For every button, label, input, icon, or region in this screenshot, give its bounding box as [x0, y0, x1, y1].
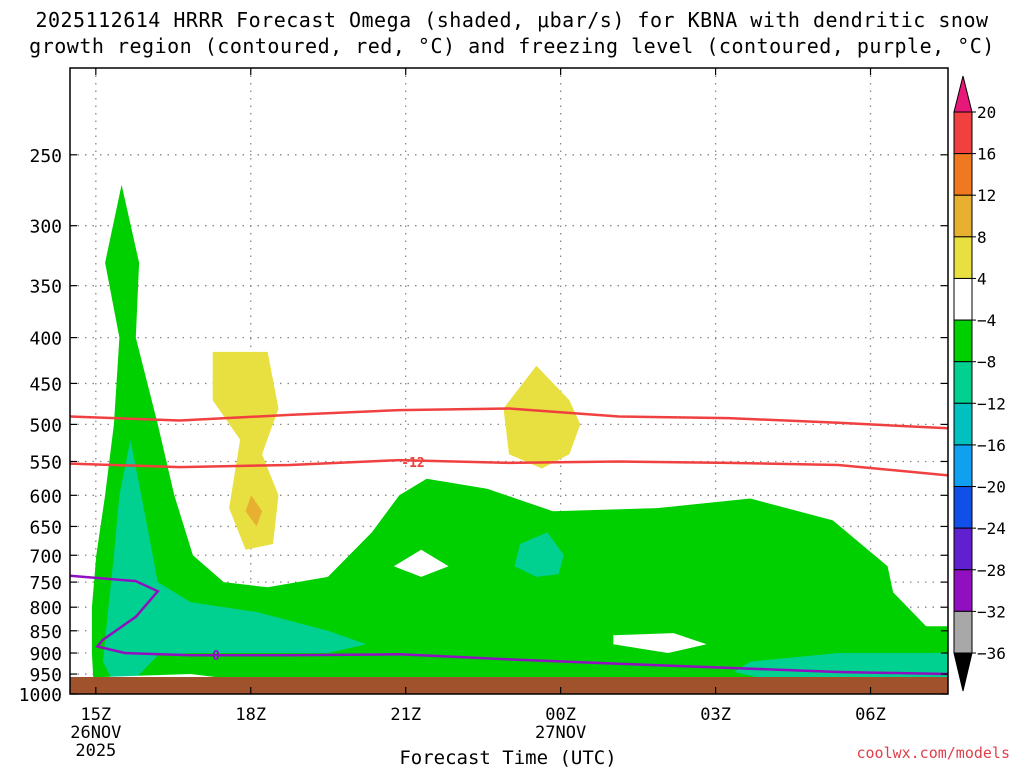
x-tick-label: 06Z: [855, 705, 886, 725]
colorbar-label: 12: [977, 186, 996, 205]
omega-region-positive: [245, 495, 263, 527]
x-tick-label: 21Z: [390, 705, 421, 725]
x-tick-label: 00Z: [545, 705, 576, 725]
y-tick-label: 550: [29, 452, 62, 473]
omega-region-positive: [212, 351, 279, 550]
x-tick-label: 15Z: [80, 705, 111, 725]
x-tick-sublabel: 2025: [75, 741, 116, 761]
colorbar-label: −4: [977, 311, 996, 330]
contour-label-minus12: -12: [401, 456, 424, 471]
colorbar-swatch: [953, 319, 973, 363]
chart-title-line-2: growth region (contoured, red, °C) and f…: [29, 34, 995, 58]
colorbar-swatch: [953, 610, 973, 654]
colorbar-label: −12: [977, 394, 1006, 413]
temperature-contour: [70, 407, 948, 430]
omega-region-neg4-neg8: [91, 184, 948, 694]
y-tick-label: 800: [29, 598, 62, 619]
colorbar-swatch: [953, 361, 973, 404]
y-tick-label: 850: [29, 622, 62, 643]
freezing-level-contour: [70, 574, 948, 676]
x-axis-label: Forecast Time (UTC): [399, 747, 616, 768]
colorbar-label: 16: [977, 145, 996, 164]
colorbar-label: −36: [977, 644, 1006, 663]
y-tick-label: 400: [29, 329, 62, 350]
ground-fill: [70, 677, 948, 694]
x-tick-label: 18Z: [235, 705, 266, 725]
x-tick-sublabel: 27NOV: [535, 723, 586, 743]
colorbar-swatch: [953, 444, 973, 488]
y-tick-label: 1000: [19, 685, 62, 706]
colorbar-label: −16: [977, 436, 1006, 455]
x-tick-sublabel: 26NOV: [70, 723, 121, 743]
colorbar-swatch: [953, 111, 973, 155]
colorbar-swatch: [953, 527, 973, 571]
colorbar-swatch: [953, 569, 973, 612]
colorbar-swatch: [953, 402, 973, 446]
colorbar-label: −8: [977, 353, 996, 372]
omega-region-positive: [503, 365, 581, 469]
chart-title-line-1: 2025112614 HRRR Forecast Omega (shaded, …: [35, 8, 989, 32]
colorbar-swatch: [953, 236, 973, 279]
colorbar-top-arrow: [953, 75, 973, 113]
colorbar-label: 8: [977, 228, 987, 247]
colorbar-label: −24: [977, 519, 1006, 538]
credit-text: coolwx.com/models: [856, 744, 1010, 762]
y-tick-label: 300: [29, 217, 62, 238]
y-tick-label: 650: [29, 517, 62, 538]
colorbar-label: −28: [977, 561, 1006, 580]
colorbar-label: −20: [977, 478, 1006, 497]
y-tick-label: 750: [29, 573, 62, 594]
colorbar-label: −32: [977, 602, 1006, 621]
colorbar-swatch: [953, 486, 973, 529]
y-tick-label: 900: [29, 644, 62, 665]
y-tick-label: 950: [29, 665, 62, 686]
colorbar-swatch: [953, 194, 973, 238]
colorbar-bottom-arrow: [953, 652, 973, 692]
omega-gap: [613, 633, 707, 653]
y-tick-label: 450: [29, 374, 62, 395]
omega-region-neg8-neg12: [514, 532, 564, 577]
x-tick-label: 03Z: [700, 705, 731, 725]
omega-gap: [393, 549, 449, 577]
plot-frame: [69, 67, 949, 695]
plot-area: -12 0: [70, 68, 948, 694]
colorbar-label: 4: [977, 269, 987, 288]
colorbar-label: 20: [977, 103, 996, 122]
y-tick-label: 350: [29, 277, 62, 298]
temperature-contour: [70, 458, 948, 477]
y-tick-label: 500: [29, 415, 62, 436]
y-tick-label: 700: [29, 546, 62, 567]
y-tick-label: 250: [29, 146, 62, 167]
colorbar-swatch: [953, 153, 973, 196]
omega-region-neg8-neg12: [102, 439, 367, 694]
contour-label-zero: 0: [212, 649, 220, 664]
colorbar-swatch: [953, 277, 973, 321]
y-tick-label: 600: [29, 486, 62, 507]
